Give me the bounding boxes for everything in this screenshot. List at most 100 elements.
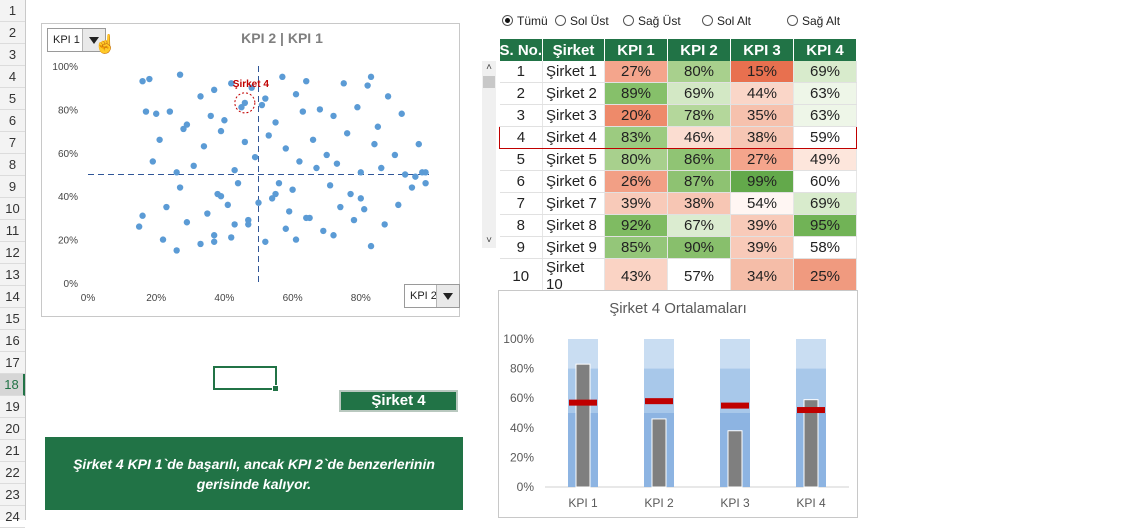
column-header[interactable]: Şirket (542, 39, 605, 61)
column-header[interactable]: KPI 4 (793, 39, 857, 61)
kpi-cell[interactable]: 27% (604, 61, 668, 83)
row-header-5[interactable]: 5 (0, 88, 25, 110)
kpi-cell[interactable]: 39% (730, 214, 794, 237)
chevron-down-icon[interactable]: ˅ (486, 235, 492, 246)
kpi-cell[interactable]: 80% (604, 148, 668, 171)
x-axis-kpi-dropdown[interactable]: KPI 2 (404, 284, 460, 308)
row-header-3[interactable]: 3 (0, 44, 25, 66)
table-row[interactable]: 9 Şirket 9 85% 90% 39% 58% (499, 236, 857, 259)
company-name-cell[interactable]: Şirket 7 (542, 192, 605, 215)
row-header-10[interactable]: 10 (0, 198, 25, 220)
kpi-cell[interactable]: 44% (730, 82, 794, 105)
kpi-cell[interactable]: 38% (667, 192, 731, 215)
kpi-cell[interactable]: 25% (793, 258, 857, 294)
row-header-14[interactable]: 14 (0, 286, 25, 308)
kpi-cell[interactable]: 63% (793, 104, 857, 127)
kpi-cell[interactable]: 39% (604, 192, 668, 215)
chevron-up-icon[interactable]: ˄ (486, 62, 492, 73)
table-row[interactable]: 2 Şirket 2 89% 69% 44% 63% (499, 82, 857, 105)
row-header-1[interactable]: 1 (0, 0, 25, 22)
row-header-19[interactable]: 19 (0, 396, 25, 418)
kpi-cell[interactable]: 87% (667, 170, 731, 193)
table-row[interactable]: 10 Şirket 10 43% 57% 34% 25% (499, 258, 857, 294)
kpi-cell[interactable]: 34% (730, 258, 794, 294)
radio-button-icon[interactable] (787, 15, 798, 27)
table-row[interactable]: 6 Şirket 6 26% 87% 99% 60% (499, 170, 857, 193)
kpi-cell[interactable]: 26% (604, 170, 668, 193)
table-row[interactable]: 4 Şirket 4 83% 46% 38% 59% (499, 126, 857, 149)
column-header[interactable]: KPI 3 (730, 39, 794, 61)
row-header-22[interactable]: 22 (0, 462, 25, 484)
kpi-cell[interactable]: 58% (793, 236, 857, 259)
radio-4[interactable]: Sol Alt (702, 13, 751, 29)
kpi-cell[interactable]: 63% (793, 82, 857, 105)
company-name-cell[interactable]: Şirket 9 (542, 236, 605, 259)
row-header-4[interactable]: 4 (0, 66, 25, 88)
kpi-cell[interactable]: 59% (793, 126, 857, 149)
company-name-cell[interactable]: Şirket 10 (542, 258, 605, 294)
row-header-21[interactable]: 21 (0, 440, 25, 462)
company-name-cell[interactable]: Şirket 3 (542, 104, 605, 127)
chevron-down-icon[interactable] (82, 29, 105, 51)
kpi-cell[interactable]: 54% (730, 192, 794, 215)
kpi-cell[interactable]: 27% (730, 148, 794, 171)
kpi-cell[interactable]: 67% (667, 214, 731, 237)
company-name-cell[interactable]: Şirket 1 (542, 61, 605, 83)
row-number-cell[interactable]: 8 (499, 214, 543, 237)
row-number-cell[interactable]: 4 (499, 126, 543, 149)
radio-5[interactable]: Sağ Alt (787, 13, 840, 29)
radio-1[interactable]: Tümü (502, 13, 548, 29)
kpi-cell[interactable]: 57% (667, 258, 731, 294)
kpi-cell[interactable]: 99% (730, 170, 794, 193)
y-axis-kpi-dropdown[interactable]: KPI 1 (47, 28, 106, 52)
kpi-cell[interactable]: 39% (730, 236, 794, 259)
company-name-cell[interactable]: Şirket 4 (542, 126, 605, 149)
selected-cell[interactable] (213, 366, 279, 392)
kpi-cell[interactable]: 35% (730, 104, 794, 127)
company-name-cell[interactable]: Şirket 6 (542, 170, 605, 193)
row-header-7[interactable]: 7 (0, 132, 25, 154)
column-header[interactable]: KPI 2 (667, 39, 731, 61)
kpi-cell[interactable]: 92% (604, 214, 668, 237)
table-scrollbar[interactable]: ˄ ˅ (482, 61, 496, 248)
company-name-cell[interactable]: Şirket 5 (542, 148, 605, 171)
row-header-13[interactable]: 13 (0, 264, 25, 286)
kpi-cell[interactable]: 78% (667, 104, 731, 127)
row-header-11[interactable]: 11 (0, 220, 25, 242)
kpi-cell[interactable]: 95% (793, 214, 857, 237)
radio-button-icon[interactable] (555, 15, 566, 27)
row-header-16[interactable]: 16 (0, 330, 25, 352)
kpi-cell[interactable]: 20% (604, 104, 668, 127)
row-header-17[interactable]: 17 (0, 352, 25, 374)
row-header-9[interactable]: 9 (0, 176, 25, 198)
kpi-cell[interactable]: 38% (730, 126, 794, 149)
company-name-cell[interactable]: Şirket 8 (542, 214, 605, 237)
table-row[interactable]: 7 Şirket 7 39% 38% 54% 69% (499, 192, 857, 215)
kpi-cell[interactable]: 85% (604, 236, 668, 259)
kpi-cell[interactable]: 49% (793, 148, 857, 171)
row-number-cell[interactable]: 6 (499, 170, 543, 193)
table-row[interactable]: 8 Şirket 8 92% 67% 39% 95% (499, 214, 857, 237)
table-row[interactable]: 3 Şirket 3 20% 78% 35% 63% (499, 104, 857, 127)
radio-2[interactable]: Sol Üst (555, 13, 609, 29)
kpi-cell[interactable]: 69% (793, 61, 857, 83)
column-header[interactable]: S. No. (499, 39, 543, 61)
column-header[interactable]: KPI 1 (604, 39, 668, 61)
table-row[interactable]: 1 Şirket 1 27% 80% 15% 69% (499, 61, 857, 83)
row-header-12[interactable]: 12 (0, 242, 25, 264)
row-header-6[interactable]: 6 (0, 110, 25, 132)
kpi-cell[interactable]: 69% (793, 192, 857, 215)
row-header-23[interactable]: 23 (0, 484, 25, 506)
scrollbar-thumb[interactable] (483, 76, 495, 88)
kpi-cell[interactable]: 15% (730, 61, 794, 83)
row-number-cell[interactable]: 7 (499, 192, 543, 215)
kpi-cell[interactable]: 43% (604, 258, 668, 294)
row-header-24[interactable]: 24 (0, 506, 25, 528)
row-number-cell[interactable]: 3 (499, 104, 543, 127)
kpi-cell[interactable]: 46% (667, 126, 731, 149)
row-header-15[interactable]: 15 (0, 308, 25, 330)
radio-button-icon[interactable] (702, 15, 713, 27)
kpi-cell[interactable]: 86% (667, 148, 731, 171)
row-number-cell[interactable]: 9 (499, 236, 543, 259)
kpi-cell[interactable]: 90% (667, 236, 731, 259)
